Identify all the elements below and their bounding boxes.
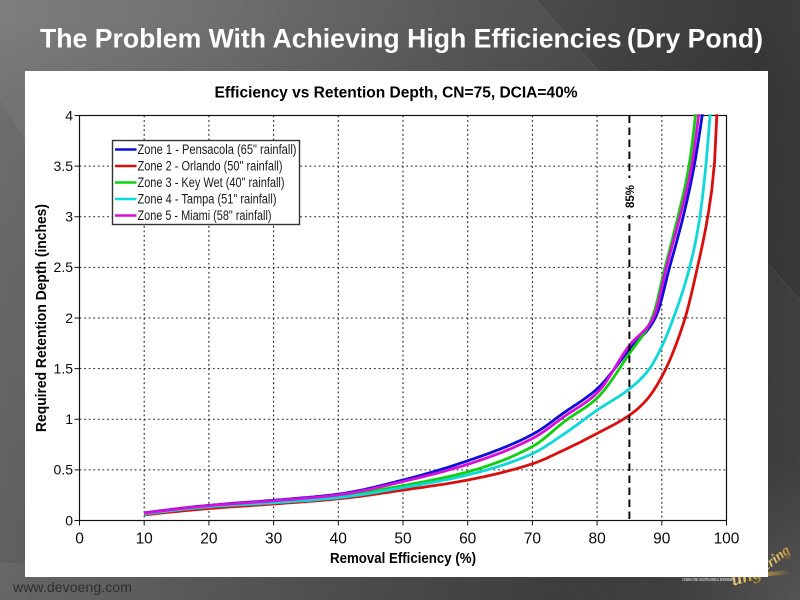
svg-text:1: 1 xyxy=(65,411,73,427)
svg-text:0.5: 0.5 xyxy=(54,462,74,478)
svg-text:Removal Efficiency (%): Removal Efficiency (%) xyxy=(330,550,476,567)
svg-text:The Problem With Achieving Hig: The Problem With Achieving High Efficien… xyxy=(40,24,763,54)
svg-text:4: 4 xyxy=(65,107,73,123)
svg-text:20: 20 xyxy=(200,531,218,548)
svg-text:70: 70 xyxy=(524,531,542,548)
svg-text:40: 40 xyxy=(330,531,348,548)
svg-text:3: 3 xyxy=(65,209,73,225)
svg-text:3.5: 3.5 xyxy=(54,158,74,174)
svg-text:80: 80 xyxy=(588,531,606,548)
svg-text:Zone 1 - Pensacola (65" rainfa: Zone 1 - Pensacola (65" rainfall) xyxy=(138,142,297,157)
svg-text:2.5: 2.5 xyxy=(54,259,74,275)
svg-text:Zone 5 - Miami (58" rainfall): Zone 5 - Miami (58" rainfall) xyxy=(138,208,272,223)
svg-text:0: 0 xyxy=(65,512,73,528)
svg-text:Zone 3 - Key Wet (40" rainfall: Zone 3 - Key Wet (40" rainfall) xyxy=(138,175,285,190)
svg-text:Zone 2 - Orlando (50" rainfall: Zone 2 - Orlando (50" rainfall) xyxy=(138,159,283,174)
svg-text:CONSULTING GEOTECHNICAL ENGINE: CONSULTING GEOTECHNICAL ENGINEERS xyxy=(682,577,735,582)
svg-text:90: 90 xyxy=(653,531,671,548)
svg-text:60: 60 xyxy=(459,531,477,548)
svg-text:30: 30 xyxy=(265,531,283,548)
svg-text:10: 10 xyxy=(136,531,154,548)
svg-text:85%: 85% xyxy=(625,185,637,208)
svg-text:100: 100 xyxy=(714,531,740,548)
svg-text:0: 0 xyxy=(75,531,84,548)
svg-text:2: 2 xyxy=(65,310,73,326)
svg-text:50: 50 xyxy=(394,531,412,548)
svg-text:Required Retention Depth (inch: Required Retention Depth (inches) xyxy=(33,204,50,432)
svg-text:Efficiency vs Retention Depth,: Efficiency vs Retention Depth, CN=75, DC… xyxy=(215,85,578,102)
svg-text:Zone 4 - Tampa (51" rainfall): Zone 4 - Tampa (51" rainfall) xyxy=(138,192,277,207)
svg-text:1.5: 1.5 xyxy=(54,360,74,376)
